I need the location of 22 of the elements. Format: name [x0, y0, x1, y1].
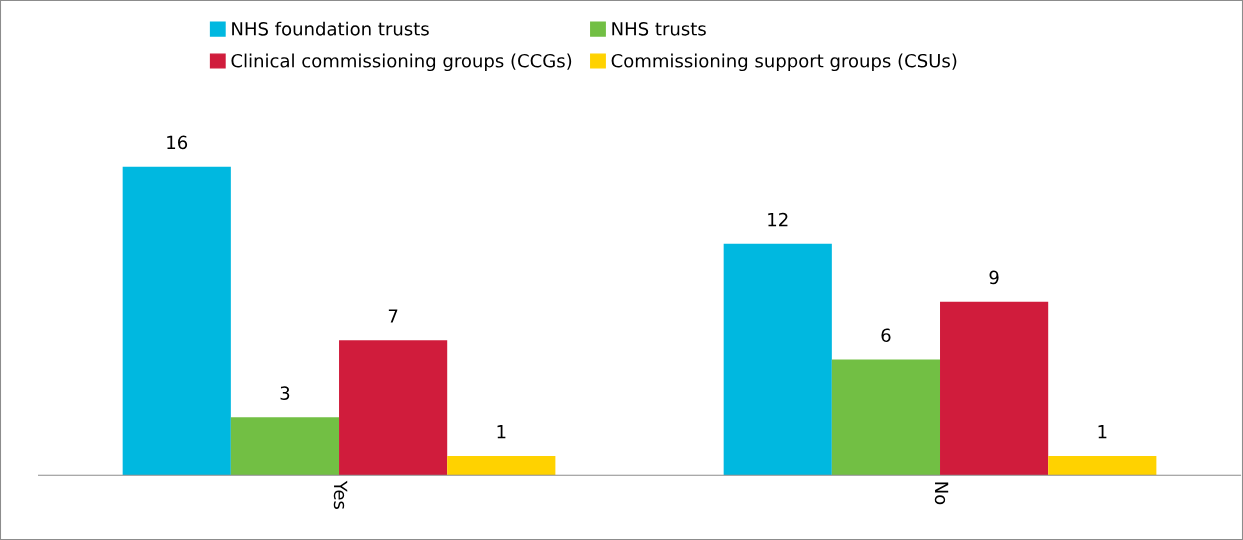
data-label: 9 [989, 270, 999, 285]
data-label: 6 [881, 328, 891, 343]
legend-label: NHS trusts [612, 21, 706, 36]
bar [230, 417, 340, 476]
data-label: 12 [768, 212, 788, 227]
legend-label: NHS foundation trusts [232, 21, 429, 36]
data-label: 3 [280, 386, 290, 400]
data-label: 16 [167, 135, 188, 150]
data-label: 1 [497, 425, 506, 439]
bar [1048, 455, 1157, 476]
bar [940, 301, 1049, 476]
bar [723, 243, 832, 476]
data-label: 1 [1098, 425, 1107, 439]
bar [447, 455, 556, 476]
bar [339, 340, 448, 476]
bar [122, 166, 231, 476]
data-label: 7 [388, 309, 398, 323]
legend-label: Commissioning support groups (CSUs) [611, 53, 957, 72]
legend-label: Clinical commissioning groups (CCGs) [231, 53, 572, 72]
x-tick-label: Yes [333, 480, 348, 510]
bar [831, 359, 941, 476]
x-tick-label: No [934, 482, 949, 505]
